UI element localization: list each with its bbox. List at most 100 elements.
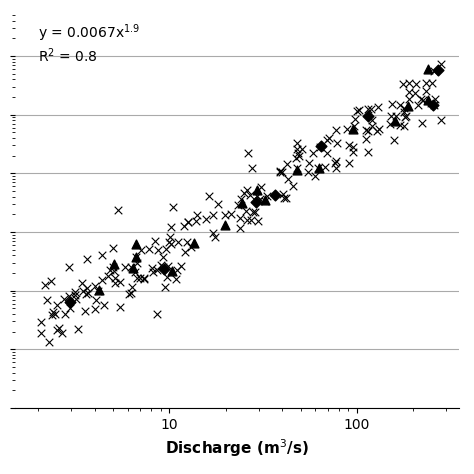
Point bbox=[261, 198, 269, 205]
Point bbox=[98, 251, 106, 259]
Point bbox=[92, 297, 100, 304]
Point bbox=[262, 196, 269, 204]
Point bbox=[174, 238, 182, 246]
Point bbox=[234, 201, 242, 209]
Point bbox=[61, 310, 69, 318]
X-axis label: Discharge (m$^3$/s): Discharge (m$^3$/s) bbox=[165, 438, 309, 459]
Point bbox=[153, 310, 160, 317]
Point bbox=[388, 100, 396, 108]
Point bbox=[256, 195, 264, 202]
Point bbox=[365, 128, 372, 135]
Point bbox=[424, 66, 431, 73]
Point bbox=[110, 267, 118, 275]
Point bbox=[109, 244, 117, 252]
Point bbox=[309, 149, 317, 157]
Point bbox=[332, 157, 340, 164]
Point bbox=[173, 266, 181, 273]
Point bbox=[438, 116, 445, 124]
Point bbox=[58, 329, 66, 337]
Point bbox=[83, 284, 91, 292]
Point bbox=[333, 139, 341, 147]
Point bbox=[180, 222, 188, 230]
Point bbox=[279, 190, 286, 197]
Point bbox=[148, 264, 156, 272]
Point bbox=[258, 183, 265, 191]
Point bbox=[167, 223, 175, 231]
Point bbox=[237, 195, 245, 203]
Point bbox=[73, 295, 80, 303]
Point bbox=[205, 192, 212, 200]
Point bbox=[375, 125, 383, 133]
Point bbox=[365, 148, 372, 156]
Point bbox=[84, 289, 92, 296]
Point bbox=[66, 305, 73, 312]
Point bbox=[183, 238, 191, 246]
Point bbox=[390, 137, 398, 144]
Point bbox=[305, 159, 312, 166]
Point bbox=[437, 60, 445, 68]
Point bbox=[190, 239, 198, 247]
Point bbox=[422, 87, 430, 95]
Point bbox=[137, 246, 145, 254]
Point bbox=[351, 115, 358, 123]
Point bbox=[311, 173, 319, 180]
Point bbox=[170, 204, 177, 211]
Point bbox=[386, 120, 393, 128]
Point bbox=[111, 279, 118, 287]
Point bbox=[271, 191, 279, 198]
Point bbox=[324, 137, 331, 144]
Point bbox=[430, 101, 438, 109]
Point bbox=[293, 145, 301, 153]
Point bbox=[318, 142, 325, 150]
Point bbox=[128, 264, 135, 271]
Point bbox=[431, 95, 439, 103]
Point bbox=[66, 299, 74, 306]
Point bbox=[214, 200, 222, 208]
Point bbox=[422, 79, 429, 87]
Point bbox=[65, 292, 73, 300]
Point bbox=[74, 326, 82, 333]
Point bbox=[163, 273, 171, 281]
Point bbox=[162, 246, 169, 253]
Point bbox=[81, 307, 89, 314]
Point bbox=[193, 211, 201, 219]
Point bbox=[61, 295, 68, 303]
Point bbox=[412, 81, 419, 88]
Point bbox=[115, 206, 122, 213]
Point bbox=[237, 224, 244, 232]
Point bbox=[364, 106, 372, 113]
Point bbox=[316, 164, 323, 172]
Point bbox=[405, 89, 413, 96]
Point bbox=[55, 325, 63, 332]
Point bbox=[349, 148, 357, 155]
Point bbox=[363, 135, 370, 143]
Point bbox=[276, 168, 283, 176]
Point bbox=[246, 191, 254, 199]
Point bbox=[332, 126, 339, 134]
Point bbox=[37, 319, 45, 326]
Point bbox=[283, 160, 291, 167]
Point bbox=[293, 139, 301, 147]
Point bbox=[79, 280, 86, 287]
Point bbox=[132, 253, 140, 261]
Point bbox=[401, 114, 408, 121]
Point bbox=[132, 268, 139, 276]
Point bbox=[392, 117, 399, 125]
Point bbox=[345, 159, 353, 167]
Point bbox=[132, 240, 139, 247]
Point bbox=[368, 123, 376, 130]
Text: R$^2$ = 0.8: R$^2$ = 0.8 bbox=[38, 46, 98, 64]
Point bbox=[110, 260, 118, 268]
Point bbox=[165, 238, 173, 246]
Point bbox=[430, 68, 438, 75]
Point bbox=[192, 217, 200, 225]
Point bbox=[47, 277, 55, 284]
Point bbox=[154, 266, 161, 273]
Point bbox=[264, 192, 271, 200]
Point bbox=[349, 144, 357, 151]
Point bbox=[238, 199, 246, 206]
Point bbox=[244, 216, 251, 224]
Point bbox=[159, 253, 166, 260]
Point bbox=[255, 217, 262, 225]
Point bbox=[283, 194, 290, 201]
